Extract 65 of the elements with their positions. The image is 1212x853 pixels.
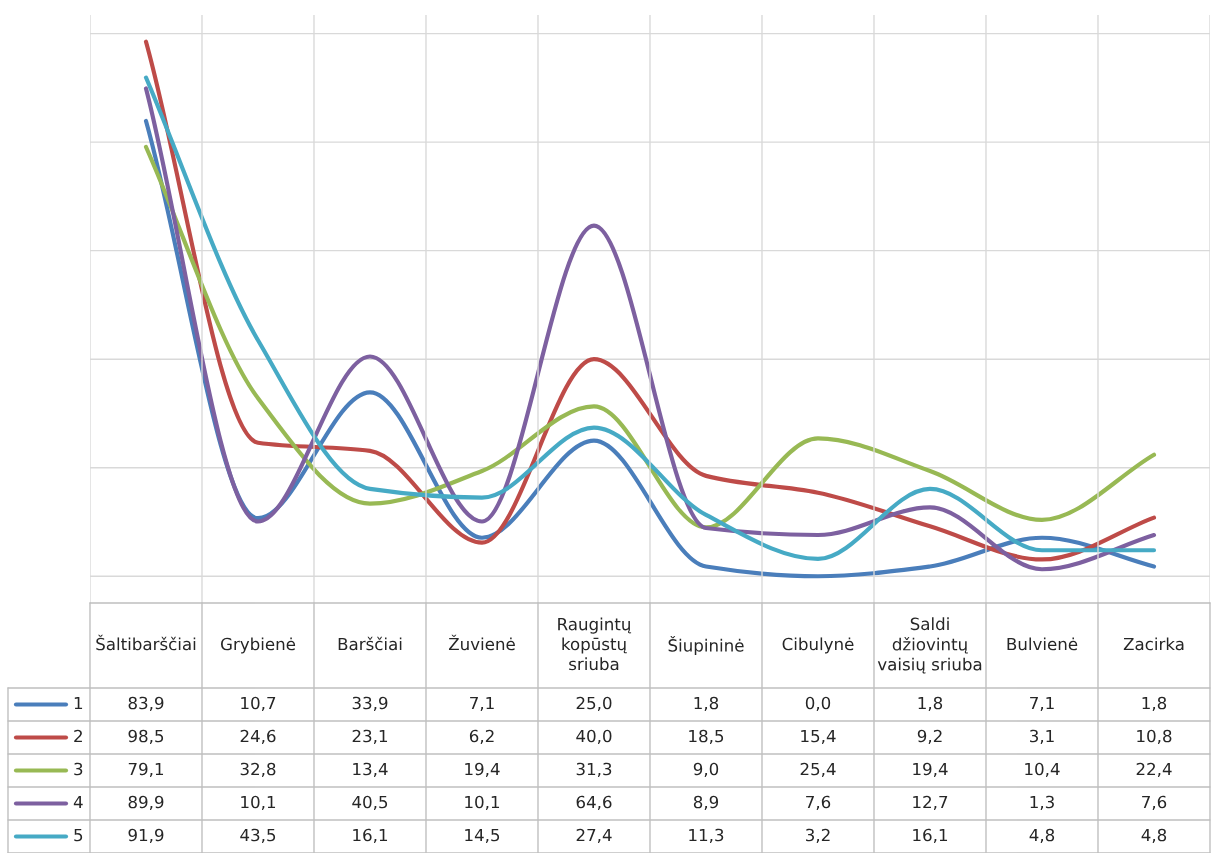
data-label: 24,6 [240,729,276,745]
data-label: 10,1 [465,795,500,811]
legend-label: 1 [74,696,83,710]
data-label: 14,5 [465,828,500,844]
data-label: 15,4 [801,729,836,745]
data-label: 22,4 [1136,762,1172,778]
data-label: 7,1 [470,696,494,712]
x-tick-label: Šaltibarščiai [96,634,196,651]
data-label: 1,3 [1030,795,1054,811]
data-label: 40,5 [352,795,388,811]
data-label: 9,0 [693,762,719,778]
data-label: 1,8 [918,696,943,712]
x-tick-label: Bulvienė [1007,637,1078,651]
data-label: 33,9 [352,696,388,712]
data-label: 19,4 [465,762,500,778]
x-tick-label: Barščiai [338,636,402,651]
data-label: 13,4 [353,762,388,778]
data-label: 3,1 [1030,729,1054,745]
data-label: 83,9 [128,696,164,712]
data-label: 10,1 [241,795,276,811]
data-label: 25,0 [576,696,612,712]
data-label: 23,1 [352,729,388,745]
data-label: 16,1 [913,828,948,844]
data-label: 79,1 [128,762,164,778]
data-label: 64,6 [576,795,612,811]
data-label: 16,1 [353,828,388,844]
data-label: 9,2 [917,729,942,745]
x-tick-label: Zacirka [1123,637,1184,651]
data-label: 7,1 [1030,696,1054,712]
legend-label: 5 [74,828,83,842]
data-label: 91,9 [128,828,164,844]
data-label: 11,3 [689,828,724,844]
x-tick-label: Grybienė [220,637,296,654]
data-label: 32,8 [240,762,276,778]
data-label: 31,3 [576,762,612,778]
data-label: 89,9 [128,795,164,811]
data-label: 40,0 [576,729,612,745]
legend-label: 4 [73,795,83,809]
data-label: 7,6 [806,795,831,811]
data-label: 0,0 [805,696,831,712]
data-label: 8,9 [693,795,719,811]
data-label: 18,5 [689,729,724,745]
data-label: 10,7 [241,696,276,712]
data-label: 4,8 [1029,828,1055,844]
data-label: 12,7 [913,795,948,811]
data-label: 6,2 [469,729,494,745]
data-label: 19,4 [913,762,948,778]
data-label: 10,8 [1137,729,1172,745]
data-label: 3,2 [806,828,830,844]
x-tick-label: Saldi džiovintų vaisių sriuba [877,617,982,674]
x-tick-label: Žuvienė [448,634,515,651]
data-label: 7,6 [1142,795,1167,811]
x-tick-label: Raugintų kopūstų sriuba [558,617,632,671]
x-tick-label: Cibulynė [782,637,854,654]
legend-label: 2 [74,729,82,743]
data-label: 1,8 [694,696,719,712]
data-label: 10,4 [1025,762,1060,778]
x-tick-label: Šiupininė [668,636,744,655]
data-label: 4,8 [1141,828,1167,844]
data-label: 1,8 [1142,696,1167,712]
data-label: 43,5 [240,828,276,844]
data-label: 25,4 [800,762,836,778]
data-label: 27,4 [576,828,612,844]
legend-label: 3 [74,762,83,776]
data-label: 98,5 [128,729,164,745]
